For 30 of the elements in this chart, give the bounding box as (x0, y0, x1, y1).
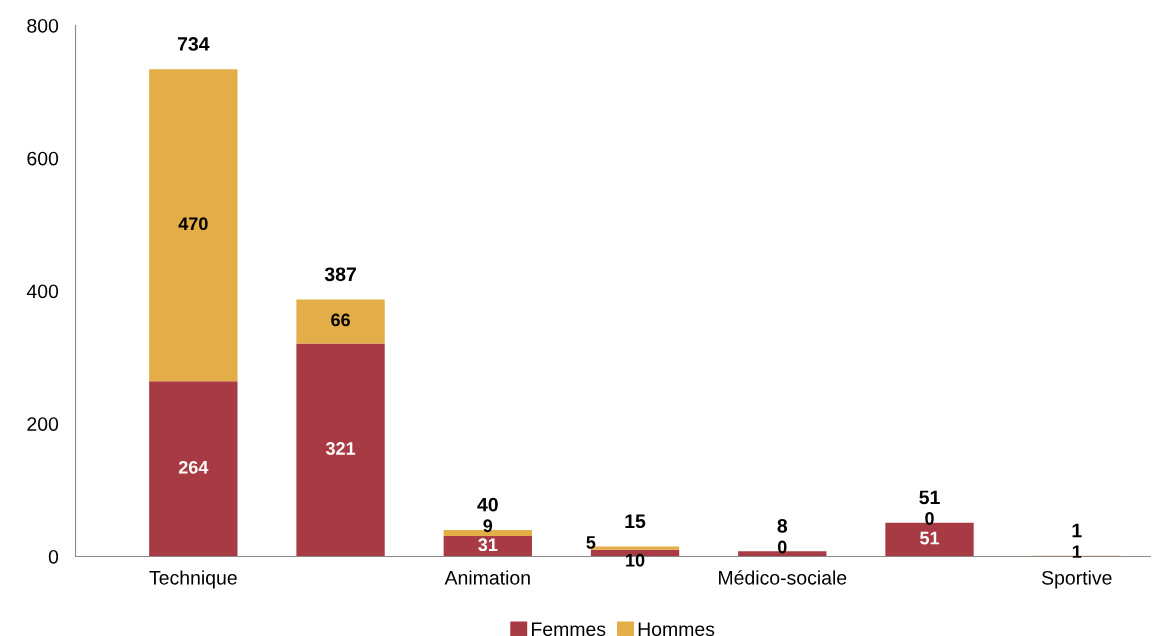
x-tick-label: Technique (149, 570, 237, 589)
data-label: 321 (325, 442, 356, 455)
data-label: 0 (925, 512, 934, 525)
data-label: 1 (1072, 523, 1082, 538)
x-tick-label: Sportive (1041, 570, 1112, 589)
total-label: 387 (324, 267, 356, 282)
data-label: 9 (483, 519, 493, 533)
data-label: 66 (331, 313, 350, 327)
total-label: 51 (919, 490, 940, 505)
data-label: 31 (478, 538, 498, 552)
data-label: 5 (586, 536, 596, 549)
y-tick-label: 200 (27, 417, 59, 431)
x-tick-label: Médico-sociale (719, 570, 847, 585)
total-label: 40 (477, 497, 498, 512)
legend-label: Femmes (532, 622, 606, 636)
total-label: 8 (777, 518, 788, 533)
data-label: 51 (920, 531, 940, 545)
x-tick-label: Animation (444, 570, 530, 585)
total-label: 15 (625, 514, 646, 529)
y-tick-label: 0 (48, 549, 59, 564)
data-label: 10 (626, 553, 645, 567)
data-label: 0 (777, 540, 787, 554)
y-tick-label: 800 (27, 18, 59, 33)
total-label: 1 (1072, 545, 1082, 558)
y-tick-label: 400 (26, 284, 59, 299)
y-tick-label: 600 (27, 151, 59, 166)
data-label: 264 (178, 460, 209, 474)
total-label: 734 (177, 37, 210, 51)
legend-label: Hommes (638, 622, 715, 636)
data-label: 470 (178, 217, 208, 231)
